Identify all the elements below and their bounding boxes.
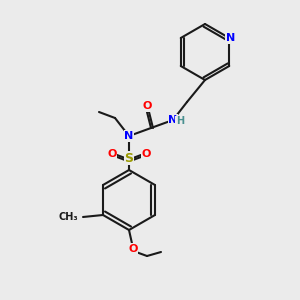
- Text: N: N: [168, 115, 178, 125]
- Text: S: S: [124, 152, 134, 164]
- Text: O: O: [141, 149, 151, 159]
- Text: N: N: [226, 33, 235, 43]
- Text: O: O: [128, 244, 138, 254]
- Text: N: N: [124, 131, 134, 141]
- Text: O: O: [107, 149, 117, 159]
- Text: O: O: [142, 101, 152, 111]
- Text: H: H: [176, 116, 184, 126]
- Text: CH₃: CH₃: [58, 212, 78, 222]
